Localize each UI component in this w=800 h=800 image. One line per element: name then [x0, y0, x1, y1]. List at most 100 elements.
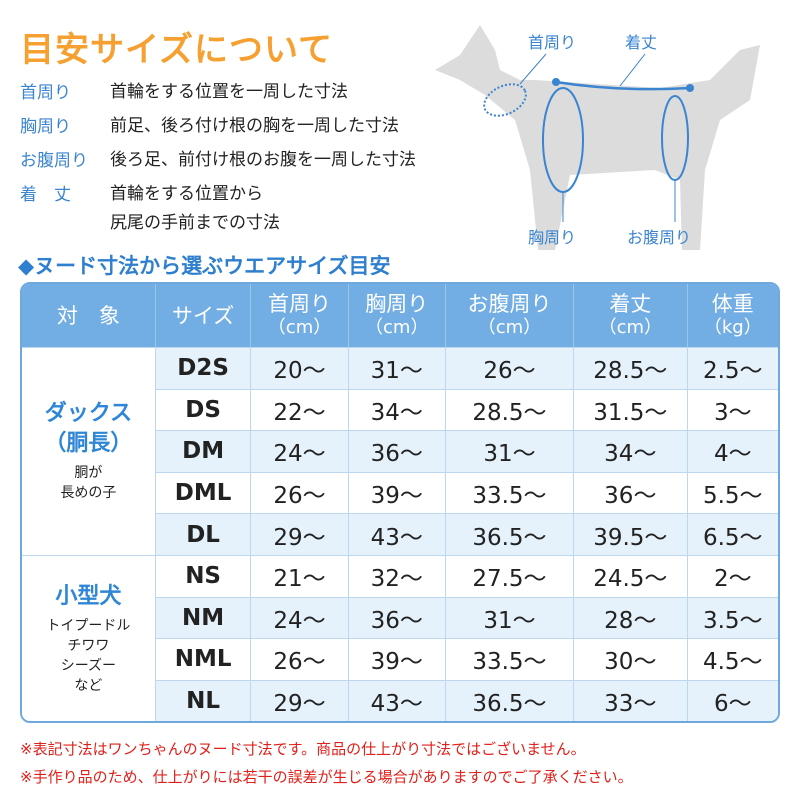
- table-subtitle: ◆ヌード寸法から選ぶウエアサイズ目安: [18, 254, 391, 278]
- dog-diagram: 首周り 着丈 胸周り お腹周り: [435, 25, 760, 250]
- size-cell: D2S: [154, 347, 251, 389]
- column-header: サイズ: [154, 284, 251, 347]
- value-cell: 30～: [573, 638, 687, 680]
- table-row: NML 26～ 39～ 33.5～ 30～ 4.5～: [22, 638, 778, 680]
- definition-term: 首周り: [20, 83, 71, 103]
- target-group: 小型犬トイプードル チワワ シーズー など: [22, 554, 155, 722]
- header-unit: （cm）: [267, 316, 332, 338]
- size-cell: DS: [154, 388, 251, 431]
- definition-term: 着 丈: [20, 185, 71, 205]
- value-cell: 33.5～: [444, 638, 574, 680]
- definition-desc: 首輪をする位置から 尻尾の手前までの寸法: [110, 184, 280, 233]
- value-cell: 31.5～: [573, 388, 687, 431]
- size-cell: DM: [154, 430, 251, 472]
- note-2: ※手作り品のため、仕上がりには若干の誤差が生じる場合がありますのでご了承ください…: [20, 768, 633, 786]
- header-unit: （cm）: [477, 316, 542, 338]
- note-1: ※表記寸法はワンちゃんのヌード寸法です。商品の仕上がり寸法ではございません。: [20, 740, 586, 758]
- column-header: 胸周り （cm）: [347, 284, 445, 347]
- header-label: お腹周り: [467, 291, 552, 316]
- value-cell: 28.5～: [444, 388, 574, 431]
- header-label: サイズ: [171, 303, 235, 328]
- header-unit: （kg）: [703, 316, 762, 338]
- value-cell: 6～: [686, 679, 778, 722]
- value-cell: 26～: [250, 471, 348, 514]
- label-neck: 首周り: [528, 33, 576, 52]
- table-row: DM 24～ 36～ 31～ 34～ 4～: [22, 430, 778, 472]
- value-cell: 34～: [573, 430, 687, 472]
- value-cell: 31～: [347, 347, 445, 389]
- value-cell: 27.5～: [444, 554, 574, 597]
- size-table: 対 象サイズ 首周り （cm） 胸周り （cm） お腹周り （cm） 着丈 （cm） 体重 （kg）…: [20, 282, 780, 724]
- value-cell: 39～: [347, 638, 445, 680]
- table-row: 小型犬 トイプードル チワワ シーズー など NS 21～ 32～ 27.5～ 24.5～ 2…: [22, 554, 778, 722]
- value-cell: 5.5～: [686, 471, 778, 514]
- definition-desc: 後ろ足、前付け根のお腹を一周した寸法: [110, 150, 416, 170]
- value-cell: 28.5～: [573, 347, 687, 389]
- definition-item: 着 丈 首輪をする位置から 尻尾の手前までの寸法: [20, 180, 416, 233]
- header-label: 胸周り: [365, 291, 429, 316]
- value-cell: 2～: [686, 554, 778, 597]
- column-header: 対 象: [22, 284, 155, 347]
- definition-term: お腹周り: [20, 151, 88, 171]
- value-cell: 3.5～: [686, 596, 778, 639]
- value-cell: 36.5～: [444, 679, 574, 722]
- label-length: 着丈: [625, 33, 657, 52]
- table-row: ダックス （胴長） 胴が 長めの子 D2S 20～ 31～ 26～ 28.5～ 2.5～: [22, 347, 778, 555]
- header-label: 着丈: [609, 291, 652, 316]
- definition-term: 胸周り: [20, 117, 71, 137]
- header-unit: （cm）: [598, 316, 663, 338]
- definition-item: お腹周り 後ろ足、前付け根のお腹を一周した寸法: [20, 146, 416, 180]
- value-cell: 28～: [573, 596, 687, 639]
- table-row: NM 24～ 36～ 31～ 28～ 3.5～: [22, 596, 778, 639]
- group-name: ダックス （胴長）: [44, 401, 133, 457]
- value-cell: 33.5～: [444, 471, 574, 514]
- label-belly: お腹周り: [627, 228, 691, 247]
- value-cell: 36.5～: [444, 513, 574, 555]
- value-cell: 4～: [686, 430, 778, 472]
- group-note: 胴が 長めの子: [60, 465, 117, 502]
- page-title: 目安サイズについて: [20, 30, 333, 70]
- value-cell: 29～: [250, 679, 348, 722]
- value-cell: 29～: [250, 513, 348, 555]
- column-header: 着丈 （cm）: [573, 284, 687, 347]
- value-cell: 31～: [444, 430, 574, 472]
- value-cell: 24～: [250, 596, 348, 639]
- definition-desc: 首輪をする位置を一周した寸法: [110, 82, 348, 102]
- value-cell: 26～: [250, 638, 348, 680]
- table-row: DML 26～ 39～ 33.5～ 36～ 5.5～: [22, 471, 778, 514]
- value-cell: 26～: [444, 347, 574, 389]
- value-cell: 6.5～: [686, 513, 778, 555]
- header-label: 体重: [711, 291, 754, 316]
- value-cell: 39.5～: [573, 513, 687, 555]
- value-cell: 2.5～: [686, 347, 778, 389]
- size-cell: DL: [154, 513, 251, 555]
- label-chest: 胸周り: [528, 228, 576, 247]
- value-cell: 39～: [347, 471, 445, 514]
- column-header: 体重 （kg）: [686, 284, 778, 347]
- size-cell: NS: [154, 554, 251, 597]
- size-cell: DML: [154, 471, 251, 514]
- value-cell: 3～: [686, 388, 778, 431]
- value-cell: 24.5～: [573, 554, 687, 597]
- table-row: DL 29～ 43～ 36.5～ 39.5～ 6.5～: [22, 513, 778, 555]
- group-note: トイプードル チワワ シーズー など: [46, 617, 131, 694]
- header-label: 対 象: [56, 303, 120, 328]
- value-cell: 43～: [347, 513, 445, 555]
- value-cell: 43～: [347, 679, 445, 722]
- value-cell: 32～: [347, 554, 445, 597]
- value-cell: 36～: [347, 430, 445, 472]
- target-group: ダックス （胴長） 胴が 長めの子: [22, 347, 155, 555]
- size-cell: NML: [154, 638, 251, 680]
- value-cell: 20～: [250, 347, 348, 389]
- definition-item: 首周り 首輪をする位置を一周した寸法: [20, 78, 416, 112]
- column-header: お腹周り （cm）: [444, 284, 574, 347]
- value-cell: 24～: [250, 430, 348, 472]
- group-name: 小型犬: [55, 583, 122, 609]
- table-row: NL 29～ 43～ 36.5～ 33～ 6～: [22, 679, 778, 722]
- value-cell: 4.5～: [686, 638, 778, 680]
- header-label: 首周り: [268, 291, 332, 316]
- size-cell: NM: [154, 596, 251, 639]
- value-cell: 34～: [347, 388, 445, 431]
- table-row: DS 22～ 34～ 28.5～ 31.5～ 3～: [22, 388, 778, 431]
- value-cell: 31～: [444, 596, 574, 639]
